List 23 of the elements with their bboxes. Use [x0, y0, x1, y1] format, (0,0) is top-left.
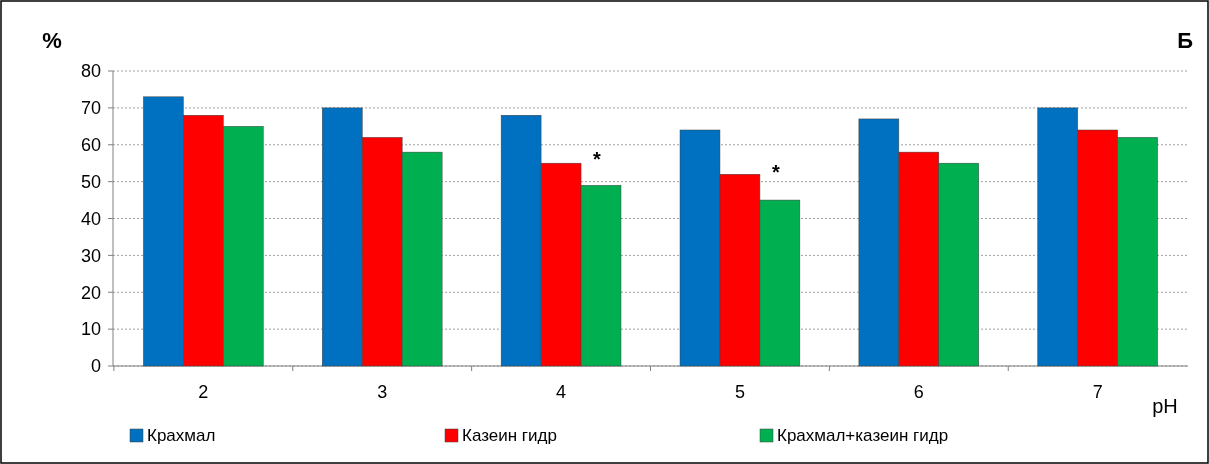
y-tick-label: 40	[80, 208, 101, 229]
y-tick-label: 70	[80, 98, 101, 119]
y-tick-label: 20	[80, 282, 101, 303]
y-tick-label: 30	[80, 245, 101, 266]
x-tick-label: 7	[1092, 382, 1103, 402]
x-tick-label: 5	[734, 382, 745, 402]
y-tick-label: 0	[90, 356, 101, 377]
y-axis-title: %	[42, 28, 62, 53]
x-tick-label: 4	[556, 382, 567, 402]
x-axis-title: pH	[1152, 395, 1178, 417]
x-tick-label: 2	[198, 382, 209, 402]
y-tick-label: 80	[80, 61, 101, 82]
text: Б	[1177, 28, 1194, 53]
x-tick-label: 3	[377, 382, 388, 402]
y-tick-label: 10	[80, 319, 101, 340]
y-tick-label: 50	[80, 171, 101, 192]
annotation: *	[593, 148, 602, 170]
y-tick-label: 60	[80, 135, 101, 156]
legend-label: Крахмал+казеин гидр	[777, 426, 949, 445]
legend-label: Крахмал	[147, 426, 216, 445]
legend-label: Казеин гидр	[462, 426, 557, 445]
x-tick-label: 6	[913, 382, 924, 402]
annotation: *	[772, 161, 781, 183]
